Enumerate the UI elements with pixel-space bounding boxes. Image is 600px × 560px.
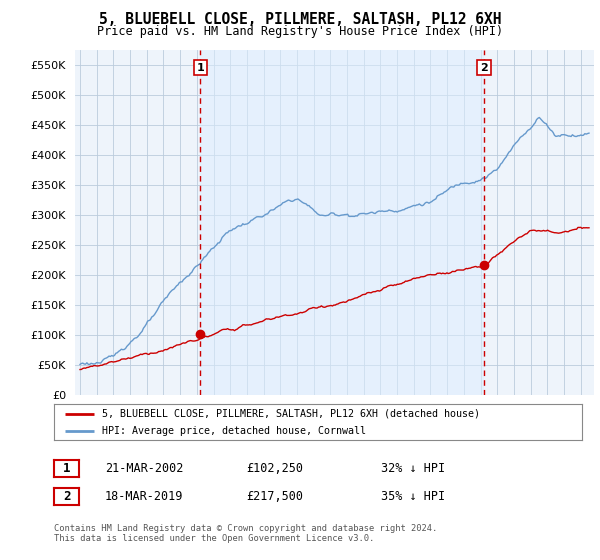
- Text: HPI: Average price, detached house, Cornwall: HPI: Average price, detached house, Corn…: [101, 426, 365, 436]
- Text: 32% ↓ HPI: 32% ↓ HPI: [381, 462, 445, 475]
- Text: 35% ↓ HPI: 35% ↓ HPI: [381, 490, 445, 503]
- Text: 5, BLUEBELL CLOSE, PILLMERE, SALTASH, PL12 6XH: 5, BLUEBELL CLOSE, PILLMERE, SALTASH, PL…: [99, 12, 501, 27]
- Text: 5, BLUEBELL CLOSE, PILLMERE, SALTASH, PL12 6XH (detached house): 5, BLUEBELL CLOSE, PILLMERE, SALTASH, PL…: [101, 409, 479, 419]
- Text: 18-MAR-2019: 18-MAR-2019: [105, 490, 184, 503]
- Text: £102,250: £102,250: [246, 462, 303, 475]
- Text: 2: 2: [480, 63, 488, 73]
- Text: 1: 1: [196, 63, 204, 73]
- Bar: [200, 50, 484, 395]
- Text: 2: 2: [63, 490, 70, 503]
- Text: 21-MAR-2002: 21-MAR-2002: [105, 462, 184, 475]
- Text: Contains HM Land Registry data © Crown copyright and database right 2024.
This d: Contains HM Land Registry data © Crown c…: [54, 524, 437, 543]
- Text: Price paid vs. HM Land Registry's House Price Index (HPI): Price paid vs. HM Land Registry's House …: [97, 25, 503, 38]
- Text: £217,500: £217,500: [246, 490, 303, 503]
- Text: 1: 1: [63, 462, 70, 475]
